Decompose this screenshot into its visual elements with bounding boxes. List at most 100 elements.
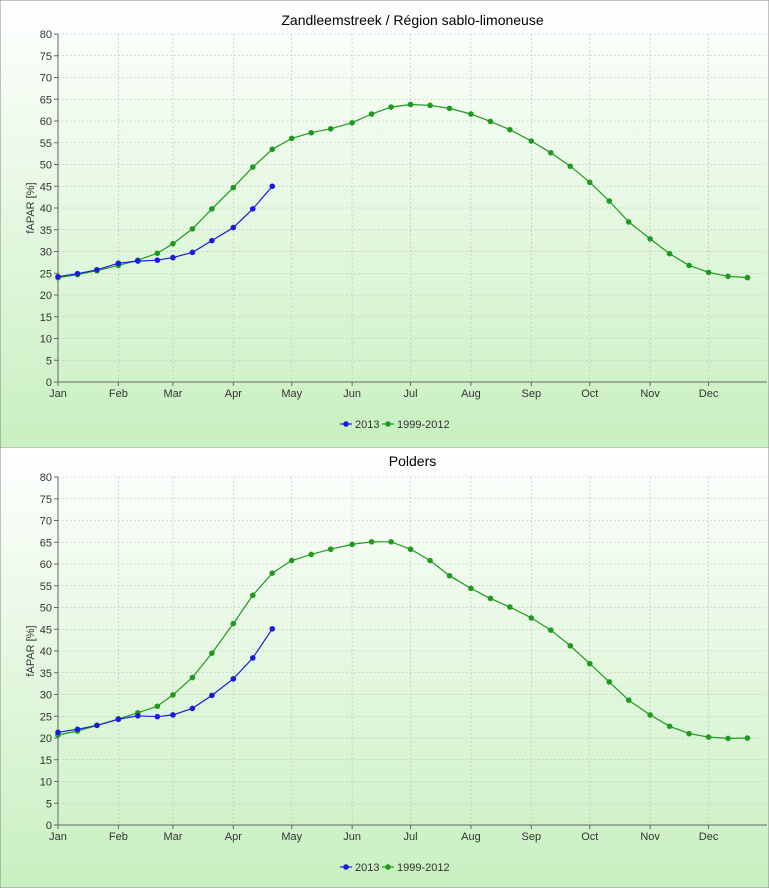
data-point (725, 735, 731, 742)
y-tick-label: 45 (40, 181, 52, 193)
chart-title: Polders (389, 453, 436, 469)
data-point (74, 726, 81, 733)
y-tick-label: 60 (40, 116, 52, 128)
data-point (269, 183, 276, 190)
x-tick-label: Apr (225, 831, 242, 843)
x-tick-label: Mar (163, 388, 182, 400)
data-point (189, 705, 196, 712)
y-tick-label: 15 (40, 312, 52, 324)
data-point (567, 163, 574, 170)
x-tick-label: Jan (49, 831, 67, 843)
x-tick-label: Feb (109, 831, 128, 843)
data-point (94, 266, 100, 273)
x-tick-label: Apr (225, 388, 242, 400)
data-point (288, 557, 295, 564)
data-point (487, 595, 494, 602)
x-tick-label: Oct (581, 388, 598, 400)
y-tick-label: 20 (40, 733, 52, 745)
y-axis-label: fAPAR [%] (25, 625, 37, 676)
x-tick-label: Nov (640, 388, 660, 400)
data-point (744, 274, 751, 281)
data-point (606, 679, 613, 685)
data-point (288, 135, 295, 142)
x-tick-label: Jan (49, 388, 67, 400)
x-tick-label: Sep (522, 831, 542, 843)
series-line (57, 185, 273, 278)
y-tick-label: 65 (40, 537, 52, 549)
y-tick-label: 40 (40, 203, 52, 215)
chart-title: Zandleemstreek / Région sablo-limoneuse (281, 12, 543, 28)
data-point (547, 627, 554, 633)
y-tick-label: 55 (40, 581, 52, 593)
y-tick-label: 0 (46, 377, 52, 389)
data-point (446, 572, 453, 579)
data-point (115, 260, 122, 267)
data-point (388, 104, 394, 110)
y-tick-label: 75 (40, 51, 52, 63)
data-point (427, 557, 433, 564)
chart-svg: Zandleemstreek / Région sablo-limoneuse 0… (0, 0, 769, 449)
y-tick-label: 5 (46, 355, 52, 367)
data-point (308, 551, 315, 558)
data-point (230, 184, 237, 191)
data-point (115, 716, 122, 723)
x-tick-label: Aug (461, 388, 481, 400)
data-point (170, 254, 176, 261)
legend-item: 2013 (340, 419, 379, 431)
data-point (407, 546, 414, 553)
legend-item: 1999-2012 (382, 419, 450, 431)
data-point (249, 206, 256, 212)
x-tick-label: Oct (581, 831, 598, 843)
data-point (209, 692, 215, 699)
data-point (528, 615, 535, 621)
data-point (249, 592, 256, 599)
data-point (368, 111, 375, 117)
data-point (586, 179, 593, 186)
data-point (189, 226, 196, 232)
data-point (487, 118, 494, 125)
y-tick-label: 10 (40, 777, 52, 789)
data-point (94, 722, 100, 729)
y-tick-label: 80 (40, 472, 52, 484)
data-point (189, 674, 196, 681)
data-point (230, 224, 237, 231)
data-point (547, 149, 554, 156)
x-tick-label: Jun (343, 388, 361, 400)
data-point (327, 546, 334, 553)
data-point (666, 723, 673, 730)
y-tick-label: 35 (40, 225, 52, 237)
y-tick-label: 65 (40, 94, 52, 106)
chart-panel-zandleemstreek: Zandleemstreek / Région sablo-limoneuse 0… (0, 0, 769, 449)
data-point (249, 164, 256, 170)
y-tick-label: 30 (40, 690, 52, 702)
x-tick-label: Nov (640, 831, 660, 843)
data-point (55, 729, 61, 736)
legend-label: 2013 (355, 419, 379, 431)
data-point (349, 541, 355, 548)
data-point (647, 236, 653, 242)
legend-label: 1999-2012 (397, 862, 450, 874)
data-point (388, 539, 394, 545)
chart-background (0, 0, 769, 449)
data-point (170, 712, 176, 718)
x-tick-label: Mar (163, 831, 182, 843)
data-point (625, 697, 632, 703)
x-tick-label: Feb (109, 388, 128, 400)
legend-item: 2013 (340, 862, 379, 874)
data-point (567, 642, 574, 649)
x-tick-label: Sep (522, 388, 542, 400)
series-line (57, 541, 748, 740)
data-point (170, 240, 176, 247)
data-point (427, 102, 433, 109)
x-tick-label: May (281, 831, 302, 843)
y-tick-label: 25 (40, 711, 52, 723)
legend-marker (343, 421, 349, 427)
y-axis-label: fAPAR [%] (25, 182, 37, 233)
series-line (57, 628, 273, 733)
y-tick-label: 80 (40, 29, 52, 41)
data-point (135, 258, 141, 264)
legend-item: 1999-2012 (382, 862, 450, 874)
data-point (189, 249, 196, 256)
legend-marker (385, 421, 391, 427)
y-tick-label: 70 (40, 73, 52, 85)
